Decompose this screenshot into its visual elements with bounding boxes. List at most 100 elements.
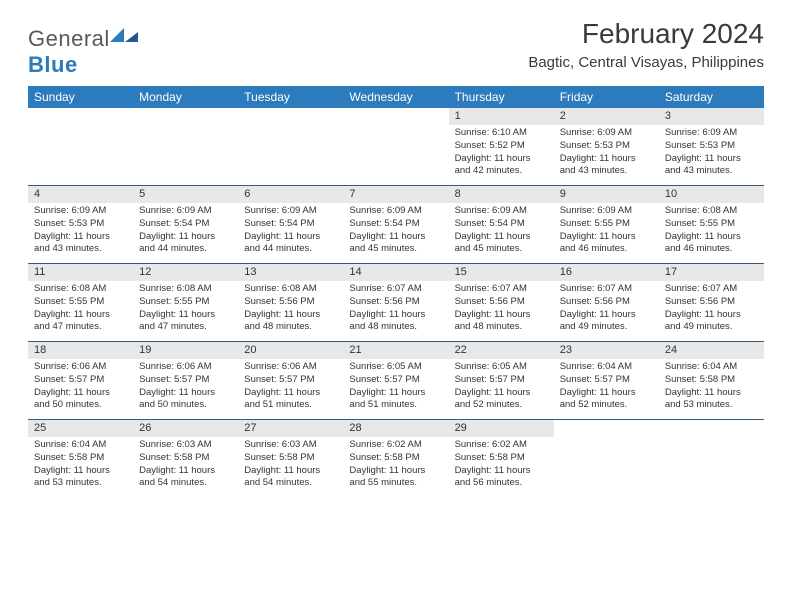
daylight-text: Daylight: 11 hours and 45 minutes.	[455, 231, 548, 257]
daylight-text: Daylight: 11 hours and 56 minutes.	[455, 465, 548, 491]
day-number	[133, 108, 238, 125]
daylight-text: Daylight: 11 hours and 54 minutes.	[139, 465, 232, 491]
day-cell: Sunrise: 6:04 AMSunset: 5:57 PMDaylight:…	[554, 359, 659, 419]
day-number: 13	[238, 264, 343, 281]
day-cell	[28, 125, 133, 185]
logo-text-blue: Blue	[28, 52, 78, 77]
daylight-text: Daylight: 11 hours and 54 minutes.	[244, 465, 337, 491]
sunset-text: Sunset: 5:57 PM	[349, 374, 442, 387]
day-cell: Sunrise: 6:05 AMSunset: 5:57 PMDaylight:…	[449, 359, 554, 419]
daylight-text: Daylight: 11 hours and 42 minutes.	[455, 153, 548, 179]
day-number: 18	[28, 342, 133, 359]
sunset-text: Sunset: 5:58 PM	[455, 452, 548, 465]
sunrise-text: Sunrise: 6:10 AM	[455, 127, 548, 140]
day-cell: Sunrise: 6:09 AMSunset: 5:54 PMDaylight:…	[449, 203, 554, 263]
day-number: 23	[554, 342, 659, 359]
sunset-text: Sunset: 5:54 PM	[139, 218, 232, 231]
sunrise-text: Sunrise: 6:07 AM	[455, 283, 548, 296]
day-number: 20	[238, 342, 343, 359]
day-number: 7	[343, 186, 448, 203]
sunrise-text: Sunrise: 6:09 AM	[560, 127, 653, 140]
day-number: 25	[28, 420, 133, 437]
daylight-text: Daylight: 11 hours and 43 minutes.	[34, 231, 127, 257]
daylight-text: Daylight: 11 hours and 44 minutes.	[139, 231, 232, 257]
day-number	[238, 108, 343, 125]
daylight-text: Daylight: 11 hours and 55 minutes.	[349, 465, 442, 491]
day-header: Monday	[133, 86, 238, 108]
sunset-text: Sunset: 5:54 PM	[349, 218, 442, 231]
daylight-text: Daylight: 11 hours and 46 minutes.	[665, 231, 758, 257]
day-number: 8	[449, 186, 554, 203]
sunrise-text: Sunrise: 6:08 AM	[665, 205, 758, 218]
day-cell	[659, 437, 764, 497]
day-cell: Sunrise: 6:09 AMSunset: 5:55 PMDaylight:…	[554, 203, 659, 263]
week-row: Sunrise: 6:06 AMSunset: 5:57 PMDaylight:…	[28, 359, 764, 419]
day-number: 4	[28, 186, 133, 203]
sunset-text: Sunset: 5:58 PM	[244, 452, 337, 465]
week-row: Sunrise: 6:08 AMSunset: 5:55 PMDaylight:…	[28, 281, 764, 341]
daylight-text: Daylight: 11 hours and 53 minutes.	[34, 465, 127, 491]
header: General Blue February 2024 Bagtic, Centr…	[28, 18, 764, 78]
sunrise-text: Sunrise: 6:05 AM	[349, 361, 442, 374]
day-cell: Sunrise: 6:07 AMSunset: 5:56 PMDaylight:…	[449, 281, 554, 341]
sunset-text: Sunset: 5:56 PM	[665, 296, 758, 309]
sunrise-text: Sunrise: 6:02 AM	[455, 439, 548, 452]
day-number: 19	[133, 342, 238, 359]
sunrise-text: Sunrise: 6:02 AM	[349, 439, 442, 452]
daylight-text: Daylight: 11 hours and 53 minutes.	[665, 387, 758, 413]
week-row: Sunrise: 6:09 AMSunset: 5:53 PMDaylight:…	[28, 203, 764, 263]
sunset-text: Sunset: 5:58 PM	[139, 452, 232, 465]
day-number: 10	[659, 186, 764, 203]
sunrise-text: Sunrise: 6:09 AM	[349, 205, 442, 218]
sunrise-text: Sunrise: 6:09 AM	[244, 205, 337, 218]
day-cell: Sunrise: 6:07 AMSunset: 5:56 PMDaylight:…	[659, 281, 764, 341]
sunrise-text: Sunrise: 6:04 AM	[665, 361, 758, 374]
week-row: Sunrise: 6:10 AMSunset: 5:52 PMDaylight:…	[28, 125, 764, 185]
daylight-text: Daylight: 11 hours and 44 minutes.	[244, 231, 337, 257]
daylight-text: Daylight: 11 hours and 51 minutes.	[349, 387, 442, 413]
day-cell: Sunrise: 6:09 AMSunset: 5:53 PMDaylight:…	[554, 125, 659, 185]
day-number-row: 45678910	[28, 185, 764, 203]
day-number-row: 123	[28, 108, 764, 125]
sunset-text: Sunset: 5:52 PM	[455, 140, 548, 153]
day-cell: Sunrise: 6:08 AMSunset: 5:55 PMDaylight:…	[28, 281, 133, 341]
day-cell: Sunrise: 6:07 AMSunset: 5:56 PMDaylight:…	[343, 281, 448, 341]
sunset-text: Sunset: 5:58 PM	[34, 452, 127, 465]
sunset-text: Sunset: 5:56 PM	[455, 296, 548, 309]
daylight-text: Daylight: 11 hours and 45 minutes.	[349, 231, 442, 257]
day-number: 6	[238, 186, 343, 203]
day-number: 11	[28, 264, 133, 281]
day-number: 28	[343, 420, 448, 437]
sunrise-text: Sunrise: 6:09 AM	[665, 127, 758, 140]
logo: General Blue	[28, 18, 138, 78]
day-number: 16	[554, 264, 659, 281]
daylight-text: Daylight: 11 hours and 52 minutes.	[560, 387, 653, 413]
sunset-text: Sunset: 5:53 PM	[34, 218, 127, 231]
day-cell: Sunrise: 6:09 AMSunset: 5:54 PMDaylight:…	[133, 203, 238, 263]
daylight-text: Daylight: 11 hours and 51 minutes.	[244, 387, 337, 413]
sunrise-text: Sunrise: 6:07 AM	[665, 283, 758, 296]
day-number: 3	[659, 108, 764, 125]
location-subtitle: Bagtic, Central Visayas, Philippines	[528, 54, 764, 71]
sunset-text: Sunset: 5:54 PM	[244, 218, 337, 231]
daylight-text: Daylight: 11 hours and 47 minutes.	[34, 309, 127, 335]
day-number: 27	[238, 420, 343, 437]
sunrise-text: Sunrise: 6:03 AM	[139, 439, 232, 452]
day-header: Friday	[554, 86, 659, 108]
calendar-header-row: Sunday Monday Tuesday Wednesday Thursday…	[28, 86, 764, 108]
calendar-body: 123Sunrise: 6:10 AMSunset: 5:52 PMDaylig…	[28, 108, 764, 497]
daylight-text: Daylight: 11 hours and 49 minutes.	[560, 309, 653, 335]
day-cell: Sunrise: 6:05 AMSunset: 5:57 PMDaylight:…	[343, 359, 448, 419]
day-number	[343, 108, 448, 125]
sunrise-text: Sunrise: 6:08 AM	[139, 283, 232, 296]
daylight-text: Daylight: 11 hours and 47 minutes.	[139, 309, 232, 335]
sunset-text: Sunset: 5:58 PM	[665, 374, 758, 387]
day-number	[28, 108, 133, 125]
daylight-text: Daylight: 11 hours and 50 minutes.	[139, 387, 232, 413]
day-number: 14	[343, 264, 448, 281]
sunset-text: Sunset: 5:57 PM	[455, 374, 548, 387]
day-cell: Sunrise: 6:03 AMSunset: 5:58 PMDaylight:…	[133, 437, 238, 497]
day-number: 26	[133, 420, 238, 437]
sunset-text: Sunset: 5:53 PM	[560, 140, 653, 153]
day-header: Wednesday	[343, 86, 448, 108]
